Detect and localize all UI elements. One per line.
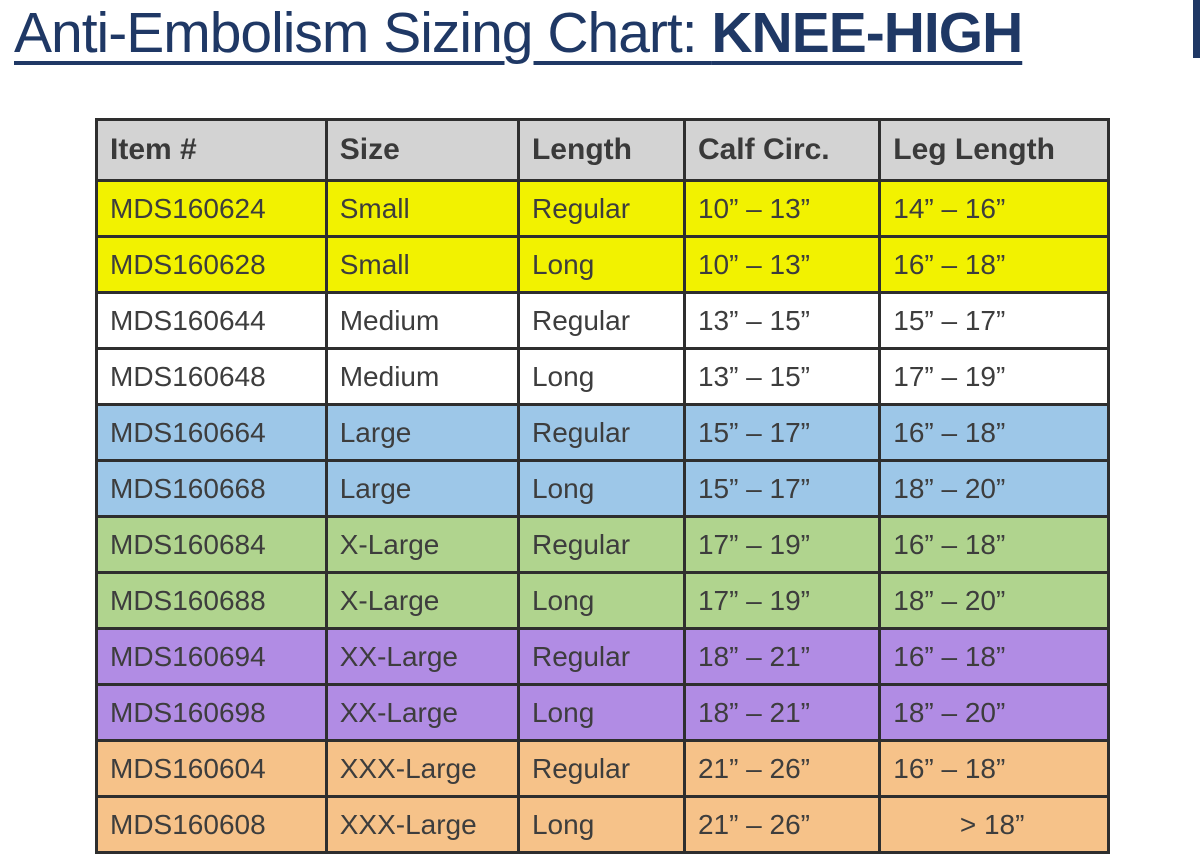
cell-calf-circ: 17” – 19”	[682, 571, 882, 630]
cell-length: Long	[516, 795, 686, 854]
table-row: MDS160694 XX-Large Regular 18” – 21” 16” – 1…	[95, 627, 1110, 686]
cell-leg-length: 18” – 20”	[878, 571, 1110, 630]
cell-length: Regular	[516, 179, 686, 238]
cell-size: Medium	[324, 347, 520, 406]
cell-calf-circ: 15” – 17”	[682, 403, 882, 462]
page-title: Anti-Embolism Sizing Chart: KNEE-HIGH	[14, 0, 1023, 66]
cell-calf-circ: 10” – 13”	[682, 179, 882, 238]
table-row: MDS160668 Large Long 15” – 17” 18” – 20”	[95, 459, 1110, 518]
table-row: MDS160644 Medium Regular 13” – 15” 15” – 17”	[95, 291, 1110, 350]
table-body: MDS160624 Small Regular 10” – 13” 14” – 16” M…	[95, 179, 1110, 854]
page-title-regular: Anti-Embolism Sizing Chart:	[14, 1, 712, 65]
cell-leg-length: 16” – 18”	[878, 739, 1110, 798]
table-row: MDS160648 Medium Long 13” – 15” 17” – 19”	[95, 347, 1110, 406]
cell-calf-circ: 10” – 13”	[682, 235, 882, 294]
cell-calf-circ: 21” – 26”	[682, 739, 882, 798]
column-header-leg-length: Leg Length	[878, 118, 1110, 182]
sizing-table: Item # Size Length Calf Circ. Leg Length…	[95, 118, 1110, 854]
column-header-size: Size	[324, 118, 520, 182]
cell-item-number: MDS160664	[95, 403, 328, 462]
cell-item-number: MDS160608	[95, 795, 328, 854]
cell-leg-length: 15” – 17”	[878, 291, 1110, 350]
cell-size: XX-Large	[324, 683, 520, 742]
table-row: MDS160684 X-Large Regular 17” – 19” 16” – 18…	[95, 515, 1110, 574]
cell-leg-length: 16” – 18”	[878, 627, 1110, 686]
cell-item-number: MDS160694	[95, 627, 328, 686]
column-header-calf-circ: Calf Circ.	[682, 118, 882, 182]
cell-calf-circ: 15” – 17”	[682, 459, 882, 518]
cell-calf-circ: 18” – 21”	[682, 683, 882, 742]
cell-length: Regular	[516, 515, 686, 574]
cell-size: XXX-Large	[324, 795, 520, 854]
column-header-item-number: Item #	[95, 118, 328, 182]
cell-item-number: MDS160668	[95, 459, 328, 518]
cell-calf-circ: 21” – 26”	[682, 795, 882, 854]
cell-item-number: MDS160628	[95, 235, 328, 294]
cell-size: Small	[324, 235, 520, 294]
cell-length: Long	[516, 459, 686, 518]
cell-calf-circ: 13” – 15”	[682, 291, 882, 350]
cell-item-number: MDS160688	[95, 571, 328, 630]
cell-leg-length: 17” – 19”	[878, 347, 1110, 406]
cell-leg-length: 16” – 18”	[878, 403, 1110, 462]
table-row: MDS160688 X-Large Long 17” – 19” 18” – 20”	[95, 571, 1110, 630]
cell-leg-length: 16” – 18”	[878, 235, 1110, 294]
cell-leg-length: > 18”	[878, 795, 1110, 854]
cell-size: X-Large	[324, 515, 520, 574]
cell-item-number: MDS160698	[95, 683, 328, 742]
cell-item-number: MDS160604	[95, 739, 328, 798]
cell-size: XXX-Large	[324, 739, 520, 798]
cell-calf-circ: 18” – 21”	[682, 627, 882, 686]
cell-length: Regular	[516, 627, 686, 686]
cell-item-number: MDS160644	[95, 291, 328, 350]
cell-length: Long	[516, 347, 686, 406]
column-header-length: Length	[516, 118, 686, 182]
table-row: MDS160628 Small Long 10” – 13” 16” – 18”	[95, 235, 1110, 294]
cell-size: XX-Large	[324, 627, 520, 686]
table-row: MDS160698 XX-Large Long 18” – 21” 18” – 20”	[95, 683, 1110, 742]
cell-leg-length: 16” – 18”	[878, 515, 1110, 574]
cell-size: X-Large	[324, 571, 520, 630]
cell-length: Regular	[516, 403, 686, 462]
cell-leg-length: 18” – 20”	[878, 459, 1110, 518]
cell-item-number: MDS160684	[95, 515, 328, 574]
corner-accent-bar	[1193, 0, 1200, 58]
cell-size: Large	[324, 459, 520, 518]
page-title-bold: KNEE-HIGH	[711, 1, 1023, 65]
cell-length: Regular	[516, 739, 686, 798]
table-row: MDS160604 XXX-Large Regular 21” – 26” 16” – …	[95, 739, 1110, 798]
table-row: MDS160664 Large Regular 15” – 17” 16” – 18”	[95, 403, 1110, 462]
cell-leg-length: 14” – 16”	[878, 179, 1110, 238]
table-row: MDS160624 Small Regular 10” – 13” 14” – 16”	[95, 179, 1110, 238]
cell-length: Regular	[516, 291, 686, 350]
table-row: MDS160608 XXX-Large Long 21” – 26” > 18”	[95, 795, 1110, 854]
cell-item-number: MDS160648	[95, 347, 328, 406]
cell-item-number: MDS160624	[95, 179, 328, 238]
cell-size: Medium	[324, 291, 520, 350]
cell-leg-length: 18” – 20”	[878, 683, 1110, 742]
cell-calf-circ: 17” – 19”	[682, 515, 882, 574]
cell-length: Long	[516, 235, 686, 294]
table-header-row: Item # Size Length Calf Circ. Leg Length	[95, 118, 1110, 182]
cell-length: Long	[516, 683, 686, 742]
cell-size: Small	[324, 179, 520, 238]
cell-size: Large	[324, 403, 520, 462]
cell-length: Long	[516, 571, 686, 630]
cell-calf-circ: 13” – 15”	[682, 347, 882, 406]
